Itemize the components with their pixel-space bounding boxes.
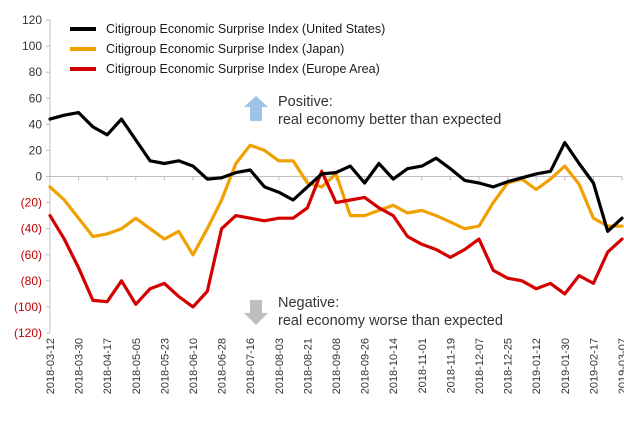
y-tick-label: 100	[22, 39, 42, 53]
x-tick-label: 2018-05-05	[131, 338, 143, 394]
x-tick-label: 2018-09-26	[360, 338, 372, 394]
x-tick-label: 2018-05-23	[159, 338, 171, 394]
x-tick-label: 2018-06-28	[217, 338, 229, 394]
x-tick-label: 2019-03-07	[617, 338, 624, 394]
legend: Citigroup Economic Surprise Index (Unite…	[70, 22, 385, 76]
legend-item-europe-area: Citigroup Economic Surprise Index (Europ…	[70, 62, 380, 76]
x-tick-label: 2018-08-21	[302, 338, 314, 394]
y-tick-label: (80)	[21, 274, 42, 288]
y-tick-label: (60)	[21, 248, 42, 262]
negative-annotation: Negative: real economy worse than expect…	[244, 295, 503, 329]
x-tick-label: 2019-02-17	[588, 338, 600, 394]
y-tick-label: 120	[22, 13, 42, 27]
x-tick-label: 2019-01-12	[531, 338, 543, 394]
positive-text: real economy better than expected	[278, 112, 501, 128]
x-tick-label: 2018-11-01	[417, 338, 429, 393]
x-tick-label: 2018-04-17	[102, 338, 114, 394]
y-tick-label: 20	[29, 143, 43, 157]
x-tick-label: 2018-06-10	[188, 338, 200, 394]
y-tick-label: 60	[29, 91, 43, 105]
x-tick-label: 2018-11-19	[445, 338, 457, 393]
up-arrow-icon	[244, 96, 268, 121]
negative-title: Negative:	[278, 295, 339, 311]
series-lines	[48, 110, 624, 309]
y-tick-label: (40)	[21, 222, 42, 236]
y-tick-label: (100)	[14, 300, 42, 314]
x-axis-ticks: 2018-03-12 2018-03-30 2018-04-17 2018-05-05…	[45, 176, 624, 394]
legend-item-japan: Citigroup Economic Surprise Index (Japan…	[70, 42, 344, 56]
positive-annotation: Positive: real economy better than expec…	[244, 94, 501, 128]
legend-label-japan: Citigroup Economic Surprise Index (Japan…	[106, 42, 344, 56]
x-tick-label: 2018-10-14	[388, 338, 400, 394]
x-tick-label: 2018-09-08	[331, 338, 343, 394]
y-tick-label: 0	[35, 170, 42, 184]
y-tick-label: 80	[29, 65, 43, 79]
y-tick-label: 40	[29, 117, 43, 131]
y-tick-label: (120)	[14, 326, 42, 340]
x-tick-label: 2018-07-16	[245, 338, 257, 394]
negative-text: real economy worse than expected	[278, 313, 503, 329]
x-tick-label: 2018-12-07	[474, 338, 486, 394]
series-line-citigroup-economic-surprise-index-europe-area	[48, 169, 624, 309]
x-tick-label: 2018-03-12	[45, 338, 57, 394]
legend-label-united-states: Citigroup Economic Surprise Index (Unite…	[106, 22, 385, 36]
legend-label-europe-area: Citigroup Economic Surprise Index (Europ…	[106, 62, 380, 76]
x-tick-label: 2018-03-30	[74, 338, 86, 394]
y-axis-ticks: 120 100 80 60 40 20 0 (20) (40) (60) (80) (100) (120…	[14, 13, 50, 340]
legend-item-united-states: Citigroup Economic Surprise Index (Unite…	[70, 22, 385, 36]
down-arrow-icon	[244, 300, 268, 325]
series-line-citigroup-economic-surprise-index-united-states	[48, 110, 624, 233]
x-tick-label: 2019-01-30	[560, 338, 572, 394]
positive-title: Positive:	[278, 94, 333, 110]
x-tick-label: 2018-08-03	[274, 338, 286, 394]
y-tick-label: (20)	[21, 196, 42, 210]
x-tick-label: 2018-12-25	[503, 338, 515, 394]
